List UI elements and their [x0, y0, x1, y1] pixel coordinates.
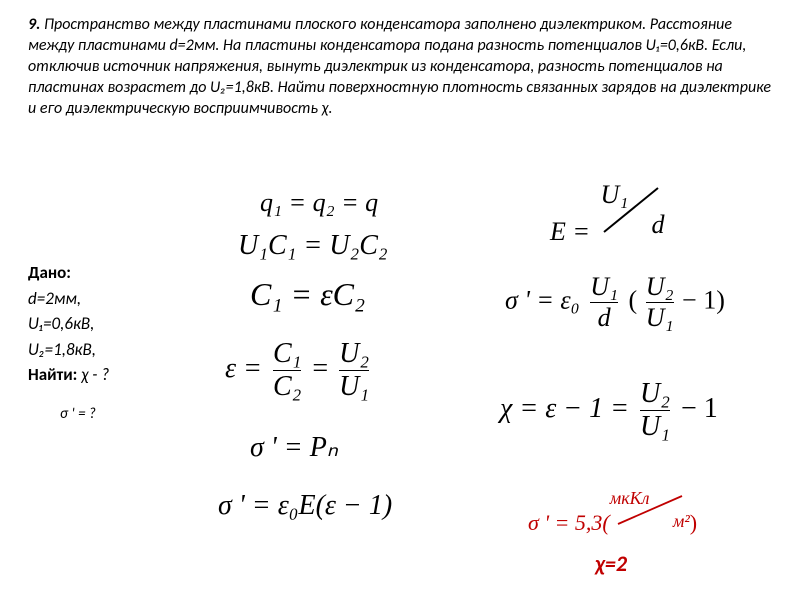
problem-statement: 9. Пространство между пластинами плоског…	[28, 14, 772, 120]
given-line: U₂=1,8кВ,	[28, 337, 109, 363]
eq-chi: χ = ε − 1 = U₂ U₁ − 1	[500, 378, 718, 443]
answer-sigma: σ ' = 5,3( мкКл м² )	[528, 490, 697, 536]
eq-q: q₁ = q₂ = q	[260, 188, 378, 218]
eq-sigma-full: σ ' = ε₀ U₁ d ( U₂ U₁ − 1)	[505, 272, 725, 333]
eq-sigP: σ ' = Pₙ	[250, 430, 338, 464]
given-line: d=2мм,	[28, 286, 109, 312]
eq-uc: U₁C₁ = U₂C₂	[238, 230, 388, 262]
problem-text: Пространство между пластинами плоского к…	[28, 15, 771, 118]
eq-E: E = U₁ d	[550, 180, 666, 247]
eq-sigE: σ ' = ε₀E(ε − 1)	[218, 490, 392, 522]
sigma-find: σ ' = ?	[60, 405, 96, 423]
problem-number: 9.	[28, 15, 40, 34]
given-block: Дано: d=2мм, U₁=0,6кВ, U₂=1,8кВ, Найти: …	[28, 260, 109, 388]
eq-c1: C₁ = εC₂	[250, 276, 365, 313]
eq-eps: ε = C₁ C₂ = U₂ U₁	[225, 338, 373, 403]
answer-chi: χ=2	[595, 550, 627, 577]
find-line: Найти: χ - ?	[28, 362, 109, 388]
given-label: Дано:	[28, 260, 109, 286]
given-line: U₁=0,6кВ,	[28, 311, 109, 337]
